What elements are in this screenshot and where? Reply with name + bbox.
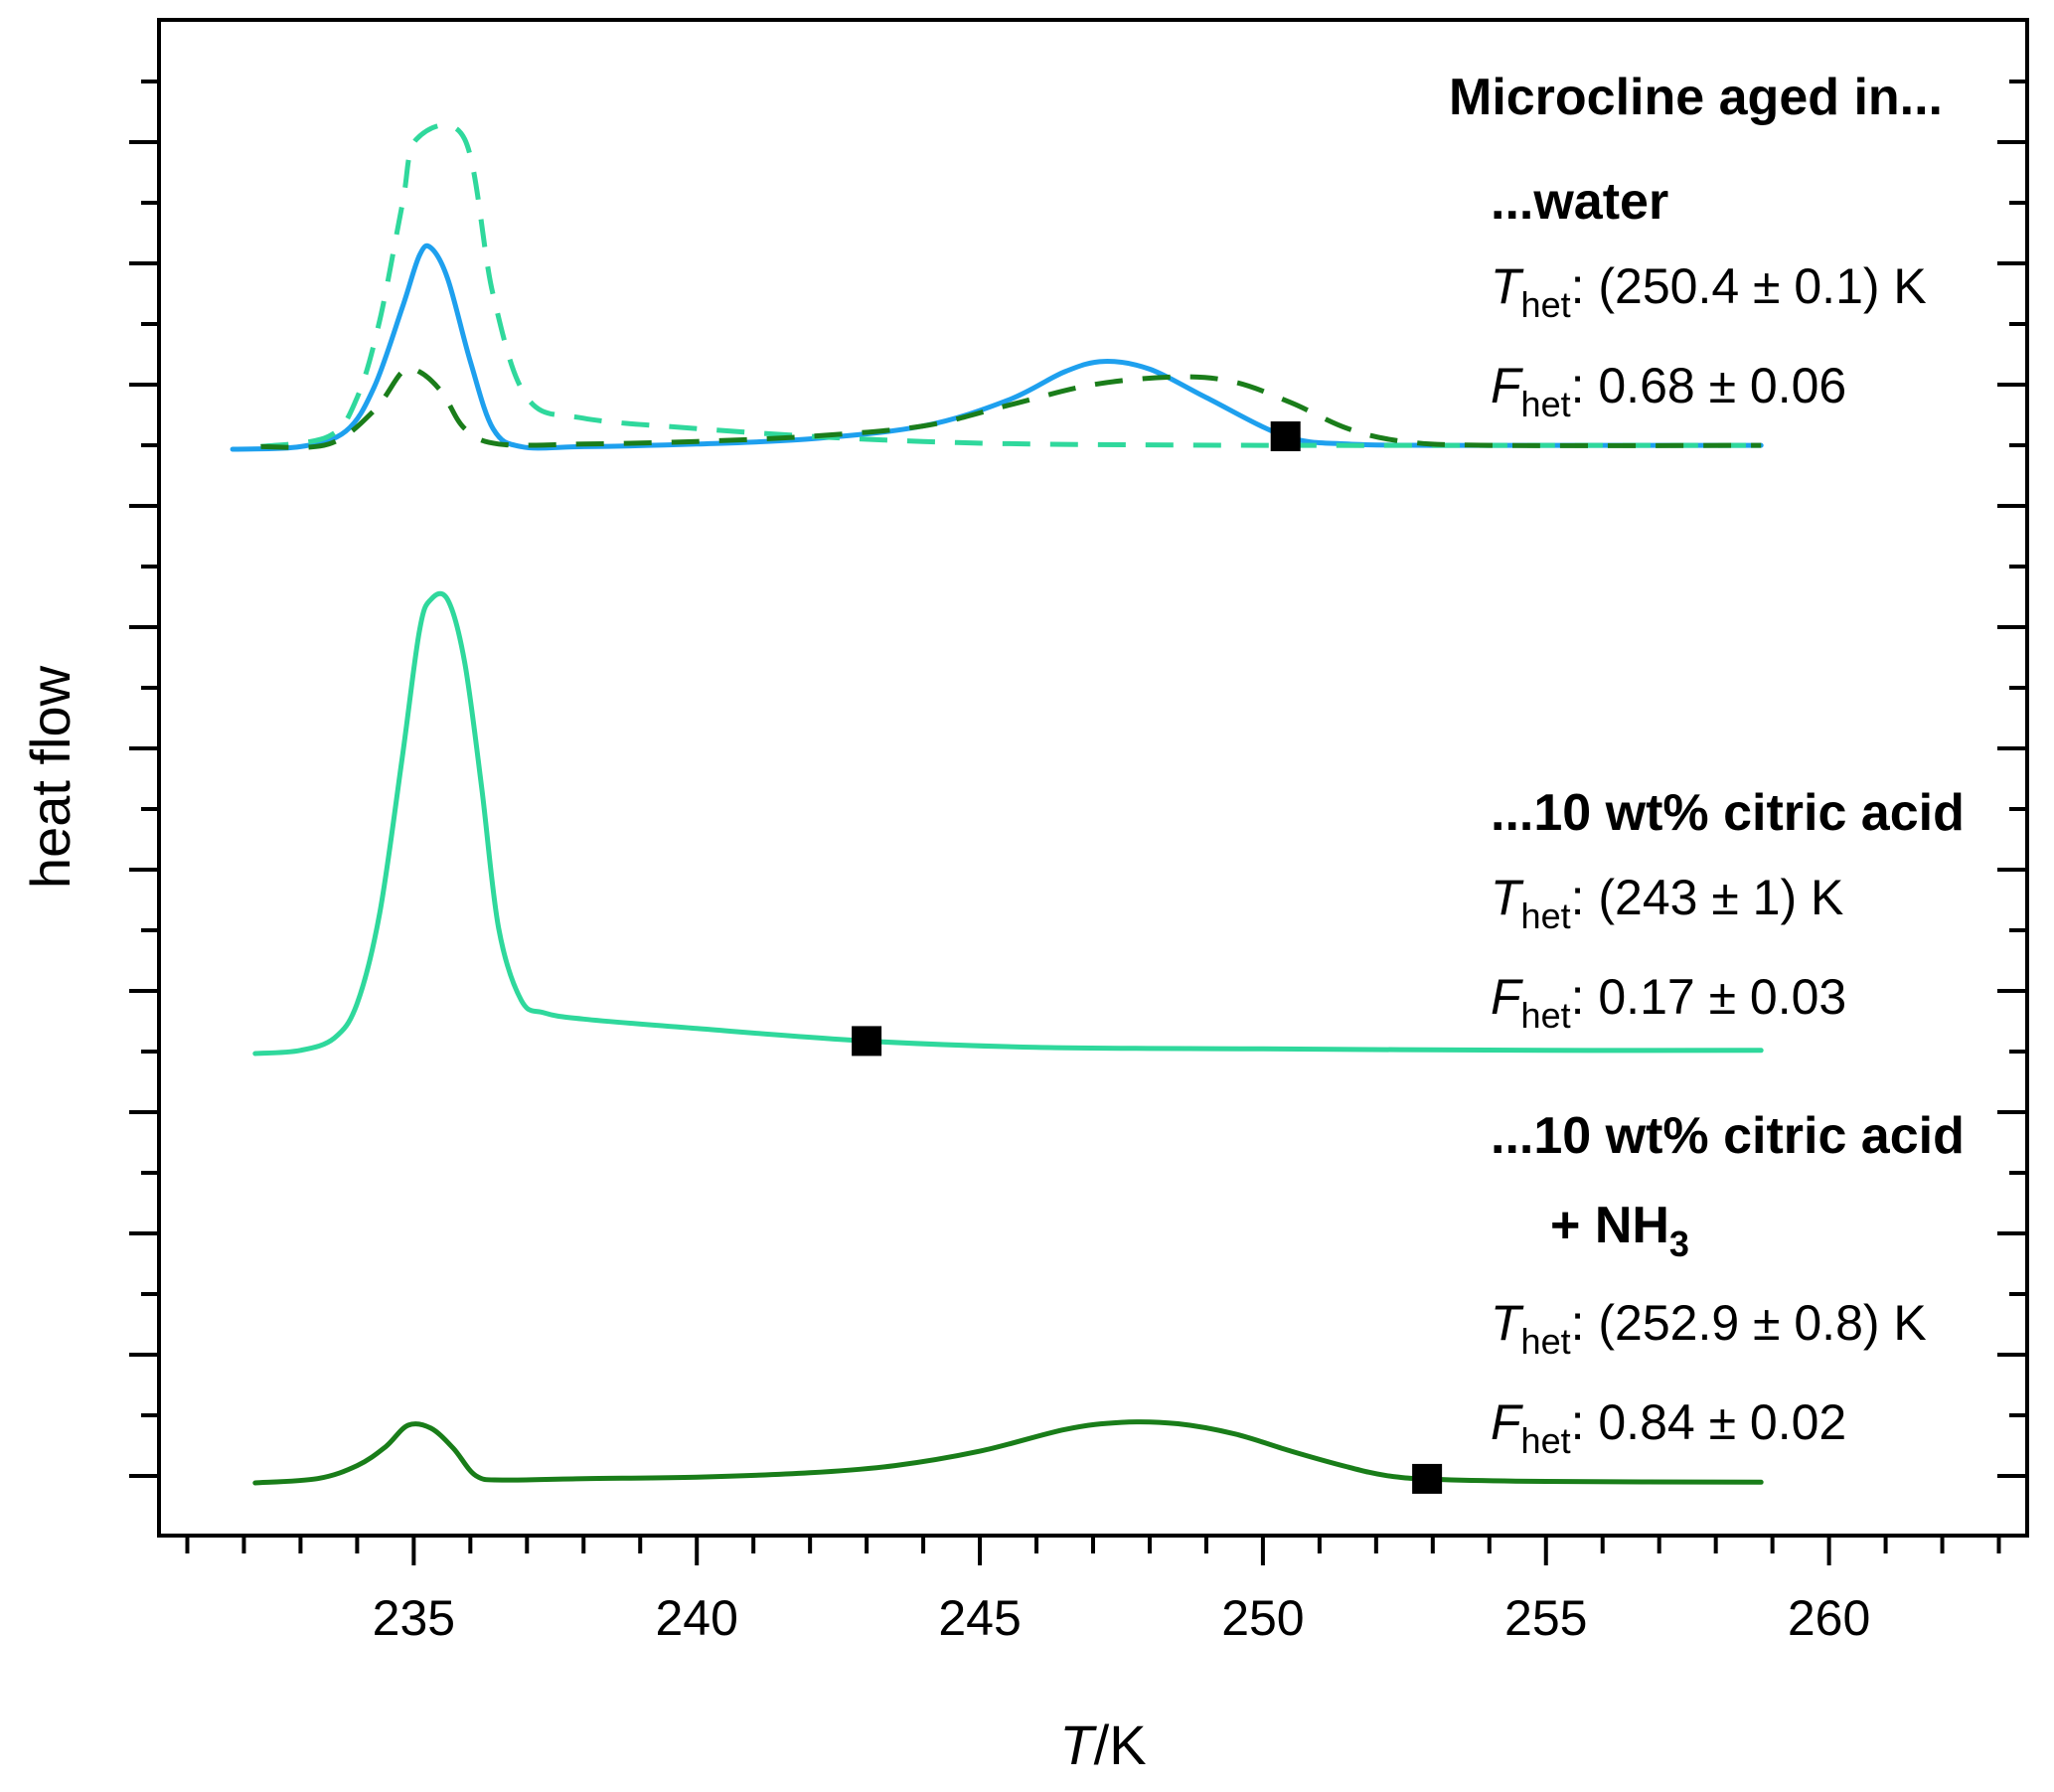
marker-layer: [852, 421, 1443, 1494]
x-axis-ticks: [185, 1536, 2001, 1565]
threshold-marker-panel1: [1270, 421, 1301, 451]
panel-citric-nh3-t-het: Thet: (252.9 ± 0.8) K: [1491, 1295, 1927, 1362]
x-axis-title-symbol: T: [1059, 1713, 1097, 1776]
x-tick-label: 250: [1221, 1590, 1304, 1646]
threshold-marker-panel3: [1412, 1463, 1443, 1494]
panel-citric-nh3-f-het: Fhet: 0.84 ± 0.02: [1491, 1394, 1846, 1461]
legend-header: Microcline aged in...: [1449, 69, 1943, 126]
threshold-marker-panel2: [852, 1026, 882, 1057]
x-tick-labels: 235 240 245 250 255 260: [373, 1590, 1871, 1646]
y-axis-title: heat flow: [19, 665, 81, 889]
x-tick-label: 255: [1504, 1590, 1587, 1646]
panel-citric-nh3-title2: + NH3: [1550, 1197, 1689, 1264]
x-axis-title-unit: /K: [1094, 1713, 1147, 1776]
y-axis-ticks-left: [129, 80, 159, 1478]
panel-citric-nh3-title: ...10 wt% citric acid: [1491, 1107, 1965, 1165]
series-line-panel2-1: [252, 590, 1764, 1057]
series-line-panel1-2: [260, 122, 1762, 449]
panel-water-t-het: Thet: (250.4 ± 0.1) K: [1491, 258, 1927, 325]
series-line-panel3-1: [252, 1419, 1764, 1486]
x-tick-label: 240: [655, 1590, 737, 1646]
panel-citric-f-het: Fhet: 0.17 ± 0.03: [1491, 969, 1846, 1036]
series-layer: [230, 122, 1764, 1486]
x-tick-label: 245: [938, 1590, 1021, 1646]
panel-water-title: ...water: [1491, 173, 1668, 231]
panel-citric-title: ...10 wt% citric acid: [1491, 784, 1965, 842]
panel-citric-t-het: Thet: (243 ± 1) K: [1491, 870, 1843, 936]
x-axis-title: T/K: [1059, 1713, 1146, 1776]
x-tick-label: 235: [373, 1590, 455, 1646]
y-axis-ticks-right: [1997, 80, 2027, 1478]
panel-water-f-het: Fhet: 0.68 ± 0.06: [1491, 358, 1846, 424]
x-tick-label: 260: [1788, 1590, 1870, 1646]
series-line-panel1-1: [230, 243, 1764, 452]
